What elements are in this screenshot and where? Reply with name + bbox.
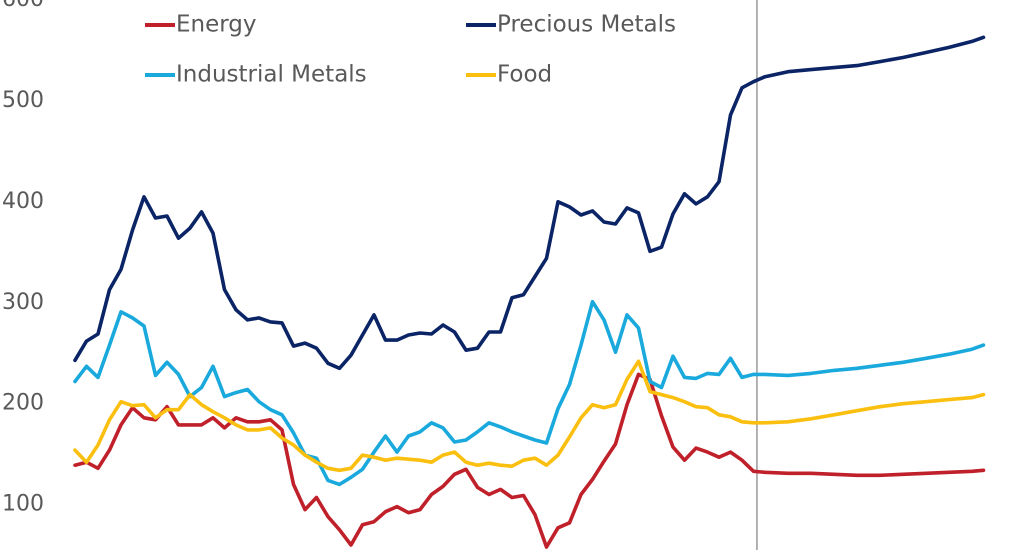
y-tick-label: 200 [2,391,44,416]
series-line [73,299,986,487]
legend-label: Precious Metals [497,12,676,38]
legend-label: Food [497,62,552,88]
legend-label: Energy [176,12,257,38]
y-tick-label: 600 [2,0,44,12]
y-tick-label: 500 [2,88,44,113]
y-tick-label: 100 [2,492,44,517]
series-line [73,35,986,371]
series-line [73,359,986,473]
legend-label: Industrial Metals [176,62,367,88]
y-tick-label: 400 [2,189,44,214]
y-tick-label: 300 [2,290,44,315]
series-line [73,372,986,549]
